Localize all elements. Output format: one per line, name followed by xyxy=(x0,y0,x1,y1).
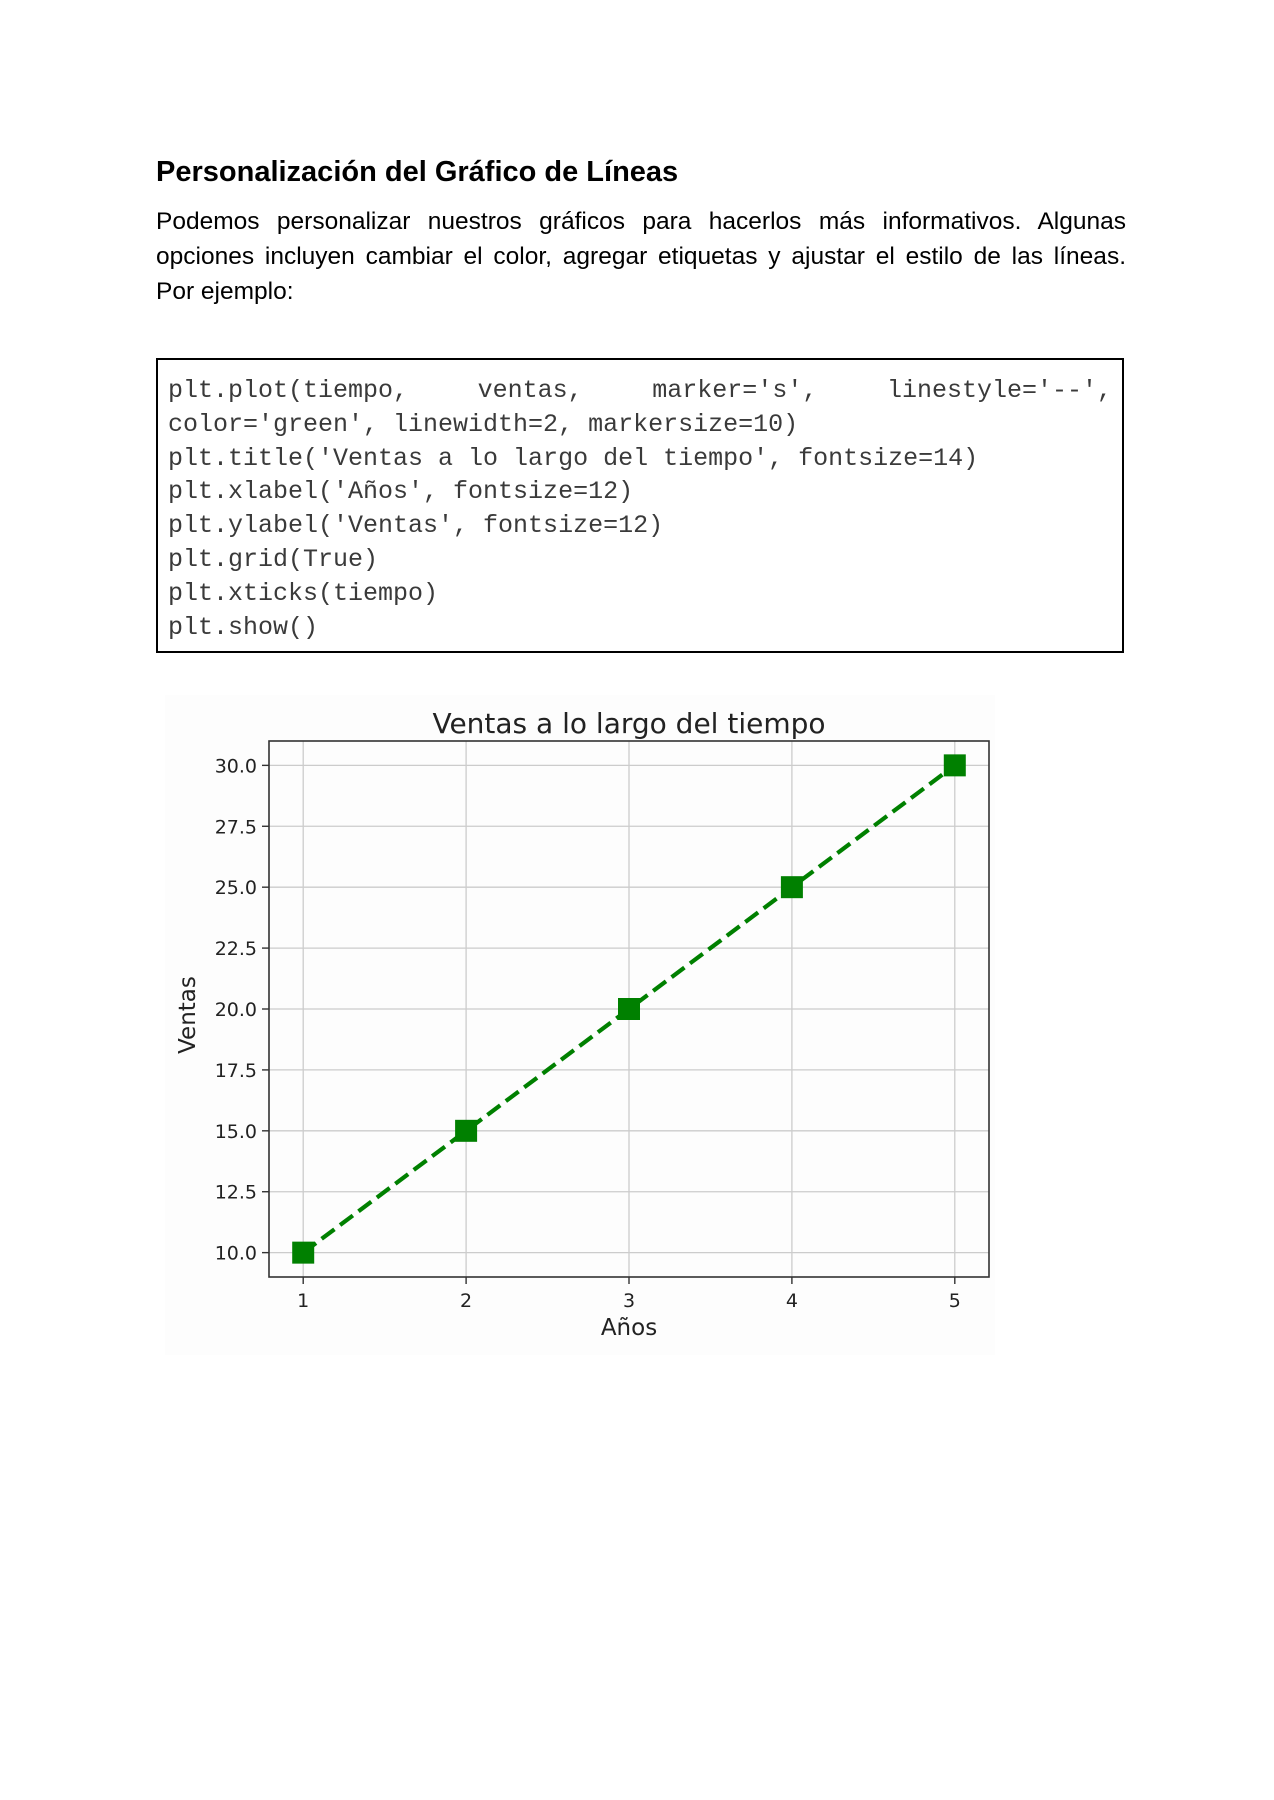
x-tick-label: 4 xyxy=(786,1290,798,1312)
intro-paragraph: Podemos personalizar nuestros gráficos p… xyxy=(156,204,1126,309)
x-tick-label: 3 xyxy=(623,1290,635,1312)
code-line: plt.ylabel('Ventas', fontsize=12) xyxy=(168,511,664,541)
code-line: color='green', linewidth=2, markersize=1… xyxy=(168,409,799,439)
y-tick-label: 22.5 xyxy=(215,938,257,960)
code-line: plt.grid(True) xyxy=(168,544,379,574)
paragraph-line: opciones incluyen cambiar el color, agre… xyxy=(156,243,1126,270)
y-tick-label: 25.0 xyxy=(215,877,257,899)
y-tick-label: 27.5 xyxy=(215,816,257,838)
code-line: plt.xlabel('Años', fontsize=12) xyxy=(168,477,634,507)
code-line: plt.xticks(tiempo) xyxy=(168,578,439,608)
paragraph-line: Podemos personalizar nuestros gráficos p… xyxy=(156,208,1126,235)
y-tick-label: 15.0 xyxy=(215,1121,257,1143)
series xyxy=(292,754,966,1264)
paragraph-line: Por ejemplo: xyxy=(156,278,294,305)
data-point-marker xyxy=(618,998,640,1020)
code-block: plt.plot(tiempo, ventas, marker='s', lin… xyxy=(156,358,1124,653)
code-token: marker='s', xyxy=(652,376,818,405)
y-tick-label: 10.0 xyxy=(215,1243,257,1265)
x-tick-label: 5 xyxy=(949,1290,961,1312)
data-point-marker xyxy=(943,754,966,777)
data-point-marker xyxy=(292,1241,315,1264)
x-tick-label: 1 xyxy=(297,1290,309,1312)
chart-svg: Ventas a lo largo del tiempo Años Ventas… xyxy=(175,707,990,1341)
x-tick-label: 2 xyxy=(460,1290,472,1312)
chart-title: Ventas a lo largo del tiempo xyxy=(432,707,825,740)
grid xyxy=(269,741,989,1277)
code-line: plt.title('Ventas a lo largo del tiempo'… xyxy=(168,443,979,473)
y-tick-label: 30.0 xyxy=(215,755,257,777)
plot-frame xyxy=(268,740,990,1278)
code-token: linestyle='--', xyxy=(886,376,1112,405)
y-axis-label: Ventas xyxy=(175,976,201,1054)
y-tick-label: 12.5 xyxy=(215,1182,257,1204)
code-line: plt.show() xyxy=(168,612,319,642)
y-tick-label: 17.5 xyxy=(215,1060,257,1082)
code-line: plt.plot(tiempo, ventas, marker='s', lin… xyxy=(168,374,1112,408)
y-tick-label: 20.0 xyxy=(215,999,257,1021)
code-token: plt.plot(tiempo, xyxy=(168,376,409,405)
line-chart: Ventas a lo largo del tiempo Años Ventas… xyxy=(165,695,995,1355)
ticks: 1 2 3 4 5 10.0 12.5 15.0 17.5 20.0 22.5 25.0 27.5 30.… xyxy=(215,755,961,1312)
section-heading: Personalización del Gráfico de Líneas xyxy=(156,156,679,188)
code-token: ventas, xyxy=(477,376,583,405)
data-point-marker xyxy=(780,876,803,899)
data-point-marker xyxy=(455,1119,478,1142)
x-axis-label: Años xyxy=(601,1315,657,1341)
